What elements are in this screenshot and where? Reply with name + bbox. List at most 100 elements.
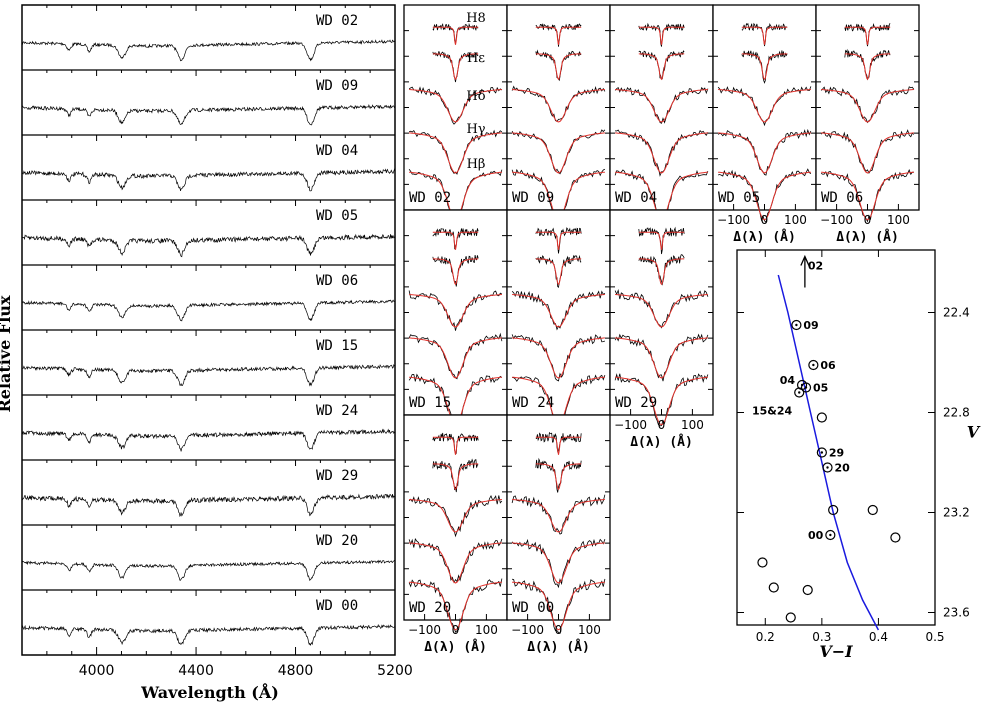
model-profile [512, 89, 605, 123]
y-tick-label: 22.8 [943, 406, 970, 420]
balmer-line-label: H8 [466, 11, 486, 26]
spectrum-line [21, 559, 396, 582]
profile-panel: WD 06 −100 0 100 Δ(λ) (Å) [815, 4, 920, 245]
x-tick-label: 0.3 [812, 630, 831, 644]
arrow-head [800, 254, 810, 266]
x-tick-label: 0 [555, 623, 563, 637]
cmd-point-label: 09 [803, 319, 818, 332]
cmd-point-label: 29 [829, 447, 844, 460]
cmd-point-dot [829, 533, 832, 537]
observed-profile [535, 227, 582, 254]
spectrum-label: WD 06 [316, 273, 358, 289]
model-profile [718, 171, 811, 221]
model-profile [535, 26, 582, 45]
x-tick-label: 0 [761, 213, 769, 227]
model-profile [409, 542, 502, 584]
cmd-point-dot [826, 466, 829, 469]
profile-frame [712, 4, 817, 211]
observed-profile [638, 254, 685, 286]
model-profile [535, 231, 582, 250]
model-profile [512, 499, 605, 533]
observed-profile [535, 431, 582, 453]
model-profile [409, 89, 502, 123]
y-tick-label: 23.2 [943, 506, 970, 520]
model-profile [638, 53, 685, 81]
cmd-point [800, 382, 812, 393]
observed-profile [614, 86, 709, 124]
cmd-frame [736, 249, 936, 626]
model-profile [638, 26, 685, 45]
observed-profile [638, 22, 685, 47]
x-tick-label: −100 [408, 623, 441, 637]
spectra-panel: WD 02 WD 09 WD 04 WD 05 WD 06 WD 15 WD 24 WD 29… [21, 4, 413, 679]
observed-profile [408, 494, 503, 538]
observed-profile [511, 334, 606, 382]
profile-panel: WD 20 −100 0 100 Δ(λ) (Å) [403, 414, 508, 655]
model-profile [409, 499, 502, 533]
spectrum-label: WD 00 [316, 598, 358, 614]
x-tick-label: 100 [887, 213, 910, 227]
x-tick-label: −100 [511, 623, 544, 637]
profile-panel: WD 04 [609, 4, 714, 223]
observed-profile [432, 255, 479, 287]
cmd-x-label: V−I [819, 642, 853, 661]
balmer-line-label: Hδ [466, 89, 485, 104]
x-tick-label: 100 [681, 418, 704, 432]
cmd-point [808, 359, 819, 371]
spectrum-label: WD 20 [316, 533, 358, 549]
model-profile [512, 294, 605, 328]
spectrum-label: WD 05 [316, 208, 358, 224]
profile-frame [506, 414, 611, 621]
profile-star-label: WD 29 [615, 395, 657, 411]
profile-frame [403, 209, 508, 416]
x-tick-label: 100 [475, 623, 498, 637]
model-profile [535, 53, 582, 81]
observed-profile [511, 85, 606, 123]
observed-profile [741, 50, 788, 84]
model-profile [409, 132, 502, 174]
observed-profile [432, 228, 479, 250]
profile-star-label: WD 06 [821, 190, 863, 206]
x-tick-label: 0.2 [756, 630, 775, 644]
x-tick-label: 5200 [377, 663, 413, 679]
model-profile [615, 337, 708, 379]
x-tick-label: −100 [717, 213, 750, 227]
observed-profile [511, 538, 606, 589]
x-tick-label: 0.5 [925, 630, 944, 644]
cmd-point-dot [798, 391, 801, 394]
cmd-point [816, 447, 827, 458]
model-profile [432, 258, 479, 286]
cmd-point [828, 504, 839, 516]
profile-frame [506, 4, 611, 211]
profile-star-label: WD 24 [512, 395, 554, 411]
balmer-line-label: Hβ [467, 157, 486, 172]
model-profile [718, 132, 811, 174]
profile-panel: WD 09 [506, 4, 611, 221]
model-profile [638, 258, 685, 286]
profile-star-label: WD 00 [512, 600, 554, 616]
x-tick-label: 0 [864, 213, 872, 227]
cmd-point [757, 557, 768, 568]
model-profile [409, 294, 502, 328]
spectrum-line [21, 233, 396, 258]
observed-profile [432, 458, 479, 493]
cmd-point-label: 02 [808, 260, 823, 273]
cmd-point-dot [795, 323, 798, 327]
model-profile [821, 89, 914, 123]
profile-frame [506, 209, 611, 416]
profile-x-label: Δ(λ) (Å) [836, 229, 899, 245]
profile-panel: WD 05 −100 0 100 Δ(λ) (Å) [712, 4, 817, 245]
model-profile [432, 231, 479, 250]
observed-profile [844, 23, 891, 47]
observed-profile [408, 290, 503, 331]
profile-frame [403, 4, 508, 211]
model-profile [615, 294, 708, 328]
profile-panel: WD 15 [403, 209, 508, 429]
cmd-point-dot [812, 363, 815, 367]
model-profile [615, 89, 708, 123]
cmd-point [867, 504, 878, 516]
model-profile [432, 463, 479, 491]
cmd-point [768, 582, 779, 593]
spectra-y-label: Relative Flux [0, 295, 14, 413]
